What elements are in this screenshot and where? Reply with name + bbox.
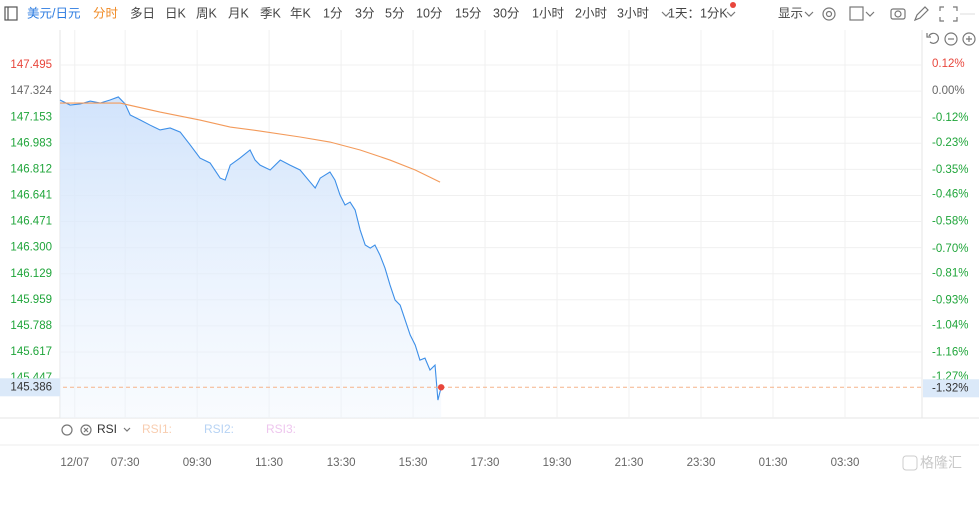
y-tick-label: 146.471: [10, 216, 52, 228]
average-line: [60, 102, 441, 183]
y2-tick-label: -1.16%: [932, 346, 968, 358]
y-tick-label: 145.959: [10, 294, 52, 306]
reset-icon[interactable]: [926, 32, 939, 44]
tab[interactable]: 季K: [260, 6, 282, 20]
y-tick-label: 145.617: [10, 346, 52, 358]
chevron: [123, 427, 131, 432]
notice-dot: [730, 2, 736, 8]
draw-icon[interactable]: [913, 6, 929, 22]
watermark: 格隆汇: [920, 455, 962, 471]
price-line: [59, 96, 442, 401]
rsi-close-x: [83, 427, 89, 433]
chevron: [865, 11, 875, 17]
y2-tick-label: -0.81%: [932, 268, 968, 280]
tab[interactable]: 15分: [455, 6, 481, 20]
camera-icon[interactable]: [890, 8, 906, 20]
x-tick-label: 15:30: [399, 457, 428, 469]
current-price-box: [0, 378, 60, 397]
watermark-logo: [902, 455, 918, 471]
x-tick-label: 11:30: [255, 457, 283, 469]
y-tick-label: 147.495: [10, 59, 52, 71]
rsi-line-label: RSI2:: [204, 422, 234, 436]
y-tick-label: 145.788: [10, 320, 52, 332]
tab[interactable]: 分时: [93, 6, 119, 20]
y-tick-label: 146.812: [10, 163, 52, 175]
chevron: [804, 11, 814, 17]
y2-tick-label: -0.35%: [932, 164, 968, 176]
display-menu[interactable]: 显示: [778, 6, 803, 20]
x-tick-label: 17:30: [471, 457, 500, 469]
symbol[interactable]: 美元/日元: [27, 6, 80, 20]
x-tick-label: 07:30: [111, 457, 140, 469]
camera-lens: [894, 10, 902, 18]
y2-tick-label: -0.93%: [932, 295, 968, 307]
y2-tick-label: 0.00%: [932, 85, 965, 97]
y-tick-label: 146.641: [10, 190, 52, 202]
tab[interactable]: 5分: [385, 6, 404, 20]
zoom-out[interactable]: [944, 32, 958, 46]
period[interactable]: 1天：1分K: [668, 6, 728, 20]
tab[interactable]: 1分: [323, 6, 342, 20]
tab[interactable]: 30分: [493, 6, 519, 20]
tab[interactable]: 年K: [290, 6, 312, 20]
tabs: 分时 多日 日K 周K 月K 季K 年K 1分 3分 5分 10分 15分 30分 1小时 2小时 3小时: [93, 6, 649, 20]
settings-icon[interactable]: [822, 7, 836, 21]
current-change-label: -1.32%: [932, 382, 968, 394]
current-price-label: 145.386: [10, 381, 52, 393]
tab[interactable]: 月K: [228, 6, 250, 20]
zoom-in-sign: [966, 36, 972, 42]
chevron: [726, 11, 736, 17]
rsi-close[interactable]: [80, 424, 92, 436]
x-tick-label: 01:30: [759, 457, 788, 469]
axes: 12/07 07:30 09:30 11:30 13:30 15:30 17:30 19:30…: [0, 58, 979, 469]
sidebar-icon[interactable]: [4, 6, 18, 21]
tab[interactable]: 多日: [130, 6, 155, 20]
tab[interactable]: 周K: [196, 6, 218, 20]
tab[interactable]: 日K: [165, 6, 187, 20]
x-tick-label: 19:30: [543, 457, 572, 469]
y-tick-label: 147.324: [10, 85, 52, 97]
x-tick-label: 21:30: [615, 457, 644, 469]
y2-tick-label: -0.12%: [932, 112, 968, 124]
x-tick-label: 12/07: [60, 457, 89, 469]
tab[interactable]: 10分: [416, 6, 442, 20]
fullscreen-icon[interactable]: [939, 6, 958, 22]
y2-tick-label: -0.23%: [932, 137, 968, 149]
y2-tick-label: 0.12%: [932, 58, 965, 70]
zoom-in[interactable]: [962, 32, 976, 46]
x-tick-label: 09:30: [183, 457, 212, 469]
x-tick-label: 13:30: [327, 457, 356, 469]
price-area: [60, 96, 442, 418]
y2-tick-label: -0.70%: [932, 243, 968, 255]
x-tick-label: 03:30: [831, 457, 860, 469]
rsi-line-label: RSI1:: [142, 422, 172, 436]
tab[interactable]: 1小时: [532, 6, 564, 20]
tab[interactable]: 2小时: [575, 6, 607, 20]
y-tick-label: 146.983: [10, 137, 52, 149]
rsi-line-label: RSI3:: [266, 422, 296, 436]
y2-tick-label: -0.46%: [932, 189, 968, 201]
current-change-box: [923, 379, 979, 398]
tab[interactable]: 3分: [355, 6, 374, 20]
tab[interactable]: 3小时: [617, 6, 649, 20]
plot: [0, 96, 979, 418]
rsi-settings[interactable]: [61, 424, 73, 436]
chevron: [661, 11, 671, 17]
x-tick-label: 23:30: [687, 457, 716, 469]
y-tick-label: 147.153: [10, 111, 52, 123]
settings-icon-core: [825, 10, 833, 18]
style-icon[interactable]: [849, 6, 864, 21]
y2-tick-label: -0.58%: [932, 216, 968, 228]
last-point: [437, 384, 445, 391]
y-tick-label: 146.300: [10, 242, 52, 254]
y-tick-label: 146.129: [10, 268, 52, 280]
y2-tick-label: -1.04%: [932, 319, 968, 331]
rsi-name: RSI: [97, 422, 117, 436]
